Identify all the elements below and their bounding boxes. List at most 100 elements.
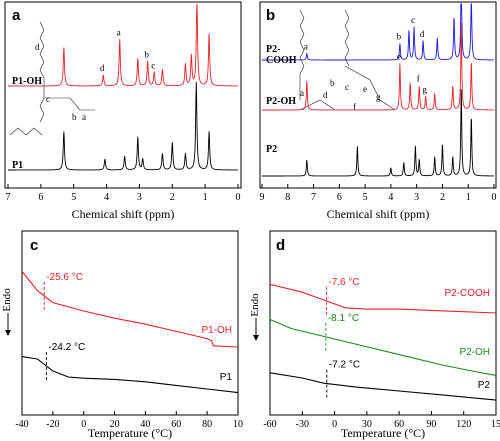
b-tick-label-8: 1	[466, 192, 471, 203]
d-tick-label-5: 90	[426, 419, 436, 430]
b-struct-letter-d: d	[323, 90, 328, 100]
panel-a-spectra	[8, 3, 238, 171]
b-struct-side	[344, 65, 396, 111]
b-struct-letter-a: a	[300, 88, 304, 98]
a-peak-label-b: b	[144, 49, 149, 59]
panel-d-letter: d	[276, 237, 285, 254]
b-struct-letter-b: b	[330, 78, 335, 88]
d-tg-label-p2-oh: -8.1 °C	[328, 313, 359, 324]
a-tick-label-3: 4	[104, 192, 109, 203]
a-tick-label-5: 2	[170, 192, 175, 203]
panel-c-frame	[21, 230, 239, 416]
d-series-label-p2-cooh: P2-COOH	[444, 288, 490, 299]
panel-d: d -60 -30 0 30 60 90 120 15 -7.6 °C P2-COOH -8.1 …	[249, 230, 500, 440]
c-tick-label-3: 20	[110, 419, 120, 430]
panel-d-curves: -7.6 °C P2-COOH -8.1 °C P2-OH -7.2 °C P2	[269, 277, 497, 401]
b-peak-label-e: e	[397, 51, 401, 61]
panel-a-structure: ab c d	[9, 21, 95, 136]
b-tick-label-3: 6	[337, 192, 342, 203]
b-tick-label-4: 5	[363, 192, 368, 203]
panel-c-x-ticks: -40 -20 0 20 40 60 80 10	[15, 411, 243, 430]
a-peak-label-d: d	[100, 63, 105, 73]
panel-b-x-ticks: 9 8 7 6 5 4 3 2 1 0	[260, 184, 497, 203]
b-struct-letter-c: c	[345, 82, 349, 92]
b-tick-label-9: 0	[492, 192, 497, 203]
panel-c-letter: c	[30, 237, 38, 254]
d-tick-label-6: 120	[456, 419, 471, 430]
b-spectrum-p2-oh	[262, 23, 494, 111]
d-curve-p2-cooh	[269, 283, 497, 314]
b-spectrum-p2-cooh	[262, 3, 495, 61]
b-struct-chain-1	[299, 9, 305, 75]
a-spectrum-p1-oh	[8, 3, 238, 87]
d-tick-label-2: 0	[332, 419, 337, 430]
d-tick-label-0: -60	[263, 419, 276, 430]
c-series-label-p1: P1	[220, 372, 233, 383]
panel-a-x-ticks: 7 6 5 4 3 2 1 0	[6, 184, 241, 203]
d-tick-label-7: 15	[491, 419, 500, 430]
c-series-label-p1-oh: P1-OH	[201, 325, 232, 336]
a-peak-label-c: c	[151, 60, 155, 70]
c-curve-p1	[21, 356, 239, 394]
panel-b-spectra	[262, 3, 495, 177]
c-tg-label-p1: -24.2 °C	[48, 342, 85, 353]
b-peak-label-c: c	[411, 15, 415, 25]
c-tick-label-2: 0	[81, 419, 86, 430]
panel-c-endo-label: Endo	[1, 288, 13, 312]
b-struct-letter-e: e	[363, 84, 367, 94]
c-tick-label-6: 80	[202, 419, 212, 430]
a-tick-label-1: 6	[38, 192, 43, 203]
panel-c-curves: -25.6 °C P1-OH -24.2 °C P1	[21, 271, 239, 394]
b-struct-letter-f: f	[353, 102, 356, 112]
panel-a-frame	[4, 1, 242, 189]
a-peak-label-a: a	[117, 27, 121, 37]
d-series-label-p2-oh: P2-OH	[459, 347, 490, 358]
b-peak-label-f: f	[417, 73, 420, 83]
c-curve-p1-oh	[21, 271, 239, 348]
b-tick-label-2: 7	[311, 192, 316, 203]
a-struct-letter-a: a	[82, 112, 86, 122]
panel-b-structure: a b c d ef g	[299, 9, 396, 112]
b-tick-label-0: 9	[260, 192, 265, 203]
a-tick-label-4: 3	[137, 192, 142, 203]
c-tick-label-0: -40	[15, 419, 28, 430]
d-tg-label-p2-cooh: -7.6 °C	[328, 277, 359, 288]
panel-d-xlabel: Temperature (°C)	[341, 426, 425, 440]
panel-b-letter: b	[266, 7, 275, 24]
b-struct-ring	[299, 74, 336, 111]
p2-oh-label: P2-OH	[266, 96, 296, 107]
d-curve-p2-oh	[269, 318, 497, 376]
a-struct-side	[44, 97, 95, 111]
a-tick-label-0: 7	[6, 192, 11, 203]
b-peak-label-b: b	[397, 32, 402, 42]
panel-b-xlabel: Chemical shift (ppm)	[327, 207, 430, 221]
p1-label: P1	[12, 160, 23, 171]
d-tick-label-3: 30	[362, 419, 372, 430]
panel-a-letter: a	[12, 7, 21, 24]
c-tick-label-7: 10	[233, 419, 243, 430]
b-tick-label-1: 8	[285, 192, 290, 203]
a-struct-letter-c: c	[46, 94, 50, 104]
panel-c-xlabel: Temperature (°C)	[88, 426, 172, 440]
c-tg-label-p1-oh: -25.6 °C	[46, 272, 83, 283]
d-tick-label-4: 60	[394, 419, 404, 430]
b-tick-label-7: 2	[440, 192, 445, 203]
panel-c: c -40 -20 0 20 40 60 80 10 -25.6 °C P1-OH -24.2 °…	[1, 230, 243, 440]
b-tick-label-6: 3	[414, 192, 419, 203]
a-spectrum-p1	[8, 81, 238, 171]
panel-d-endo-arrow-icon	[253, 335, 259, 341]
b-peak-label-a: a	[304, 41, 308, 51]
d-tick-label-1: -30	[296, 419, 309, 430]
panel-a-xlabel: Chemical shift (ppm)	[72, 207, 175, 221]
p2-cooh-label-line1: P2-	[266, 44, 280, 55]
a-tick-label-2: 5	[71, 192, 76, 203]
b-peak-label-g: g	[422, 84, 427, 94]
panel-d-frame	[269, 230, 497, 416]
a-struct-letter-b: b	[72, 112, 77, 122]
panel-d-endo-label: Endo	[249, 293, 261, 317]
d-curve-p2	[269, 372, 497, 401]
